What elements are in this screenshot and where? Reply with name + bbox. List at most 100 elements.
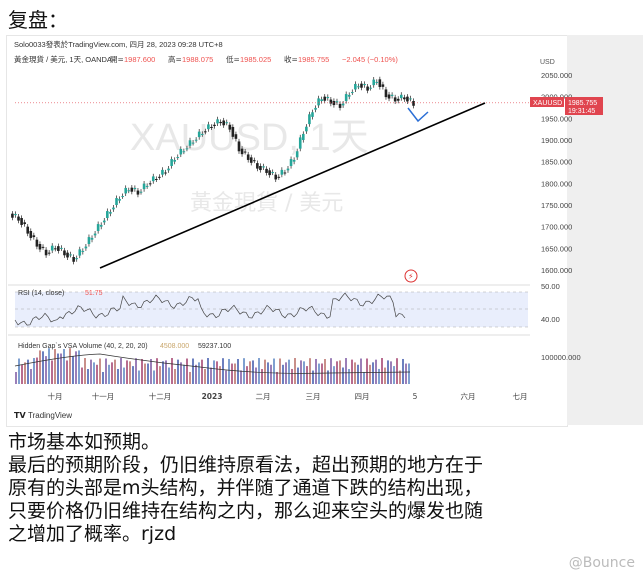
- candle-body: [403, 97, 406, 100]
- volume-bar: [69, 348, 71, 384]
- volume-bar: [288, 359, 290, 384]
- candle-body: [194, 139, 198, 141]
- volume-bar: [327, 370, 329, 384]
- post-body: 市场基本如预期。 最后的预期阶段，仍旧维持原看法，超出预期的地方在于 原有的头部…: [8, 431, 638, 546]
- ohlc-value: 1987.600: [124, 55, 155, 64]
- volume-bar: [234, 363, 236, 384]
- candle-body: [124, 187, 128, 194]
- x-tick-label: 2023: [202, 392, 223, 401]
- candle-body: [130, 187, 134, 192]
- candle-body: [155, 179, 158, 180]
- volume-bar: [18, 358, 20, 384]
- candle-body: [47, 252, 51, 254]
- candle-body: [271, 172, 274, 174]
- volume-bar: [33, 358, 35, 384]
- candle-body: [121, 196, 124, 198]
- candle-body: [372, 79, 376, 86]
- volume-bar: [291, 368, 293, 384]
- candle-body: [14, 213, 17, 216]
- lightning-icon: [404, 269, 418, 283]
- trendline: [99, 102, 486, 269]
- candle-body: [118, 198, 121, 201]
- volume-bar: [15, 372, 17, 384]
- candle-body: [375, 81, 379, 83]
- rsi-tick: 50.00: [541, 282, 560, 291]
- volume-bar: [321, 363, 323, 384]
- projection-arrow: [407, 107, 429, 123]
- volume-bar: [171, 358, 173, 384]
- candle-body: [75, 258, 79, 260]
- post-title: 复盘：: [8, 8, 68, 32]
- candle-body: [246, 154, 250, 160]
- volume-bar: [246, 366, 248, 384]
- x-tick-label: 四月: [355, 392, 370, 401]
- candle-body: [81, 250, 85, 252]
- candle-body: [50, 245, 54, 251]
- volume-bar: [99, 358, 101, 384]
- ohlc-value: 1988.075: [182, 55, 213, 64]
- volume-bar: [93, 362, 95, 384]
- candle-body: [167, 168, 170, 171]
- candle-body: [344, 94, 348, 101]
- volume-bar: [378, 368, 380, 384]
- volume-bar: [273, 358, 275, 384]
- candle-body: [69, 254, 72, 256]
- volume-label: Hidden Gap`s VSA Volume (40, 2, 20, 20): [18, 343, 148, 350]
- candle-body: [87, 237, 91, 244]
- volume-bar: [30, 368, 32, 384]
- currency-label: USD: [540, 59, 555, 66]
- volume-bar: [312, 370, 314, 384]
- candle-body: [164, 172, 167, 174]
- volume-bar: [135, 358, 137, 384]
- candle-body: [142, 183, 146, 190]
- candle-body: [354, 83, 357, 90]
- candle-body: [305, 126, 308, 132]
- candle-body: [176, 157, 180, 159]
- candle-body: [231, 127, 235, 137]
- candle-body: [347, 94, 351, 97]
- candle-body: [78, 249, 82, 256]
- volume-bar: [186, 358, 188, 384]
- volume-bar: [180, 362, 182, 384]
- candle-body: [102, 220, 106, 223]
- volume-bar: [60, 353, 62, 384]
- candle-body: [158, 176, 161, 178]
- volume-bar: [396, 358, 398, 384]
- candle-body: [406, 96, 409, 102]
- volume-bar: [141, 358, 143, 384]
- volume-bar: [306, 366, 308, 384]
- volume-bar: [174, 369, 176, 384]
- watermark-name: 黃金現貨 / 美元: [190, 191, 343, 216]
- volume-bar: [315, 358, 317, 384]
- candle-body: [32, 235, 36, 238]
- volume-bar: [48, 348, 50, 384]
- candle-body: [369, 87, 372, 89]
- text-line: 原有的头部是m头结构，并伴随了通道下跌的结构出现，: [8, 477, 483, 499]
- candle-body: [384, 89, 388, 98]
- volume-bar: [408, 363, 410, 384]
- candle-body: [249, 157, 253, 163]
- volume-bar: [255, 367, 257, 384]
- volume-bar: [330, 358, 332, 384]
- price-tag-bg: [565, 97, 603, 115]
- volume-bar: [348, 369, 350, 384]
- candle-body: [185, 148, 189, 150]
- volume-bar: [207, 358, 209, 384]
- candle-body: [133, 187, 137, 190]
- rsi-value: 51.75: [85, 290, 103, 297]
- candle-body: [11, 213, 14, 218]
- candle-body: [99, 224, 103, 227]
- candle-body: [253, 160, 256, 162]
- volume-bar: [342, 367, 344, 384]
- x-tick-label: 三月: [306, 392, 321, 401]
- volume-bar: [204, 368, 206, 384]
- candle-body: [109, 211, 112, 214]
- tradingview-chart[interactable]: Solo0033發表於TradingView.com, 四月 28, 2023 …: [0, 0, 643, 430]
- volume-bar: [63, 348, 65, 384]
- candle-body: [274, 174, 278, 180]
- price-tag-price: 1985.755: [568, 100, 597, 107]
- candle-body: [90, 237, 94, 240]
- volume-bar: [228, 358, 230, 384]
- candle-body: [240, 148, 244, 155]
- candle-body: [286, 168, 290, 171]
